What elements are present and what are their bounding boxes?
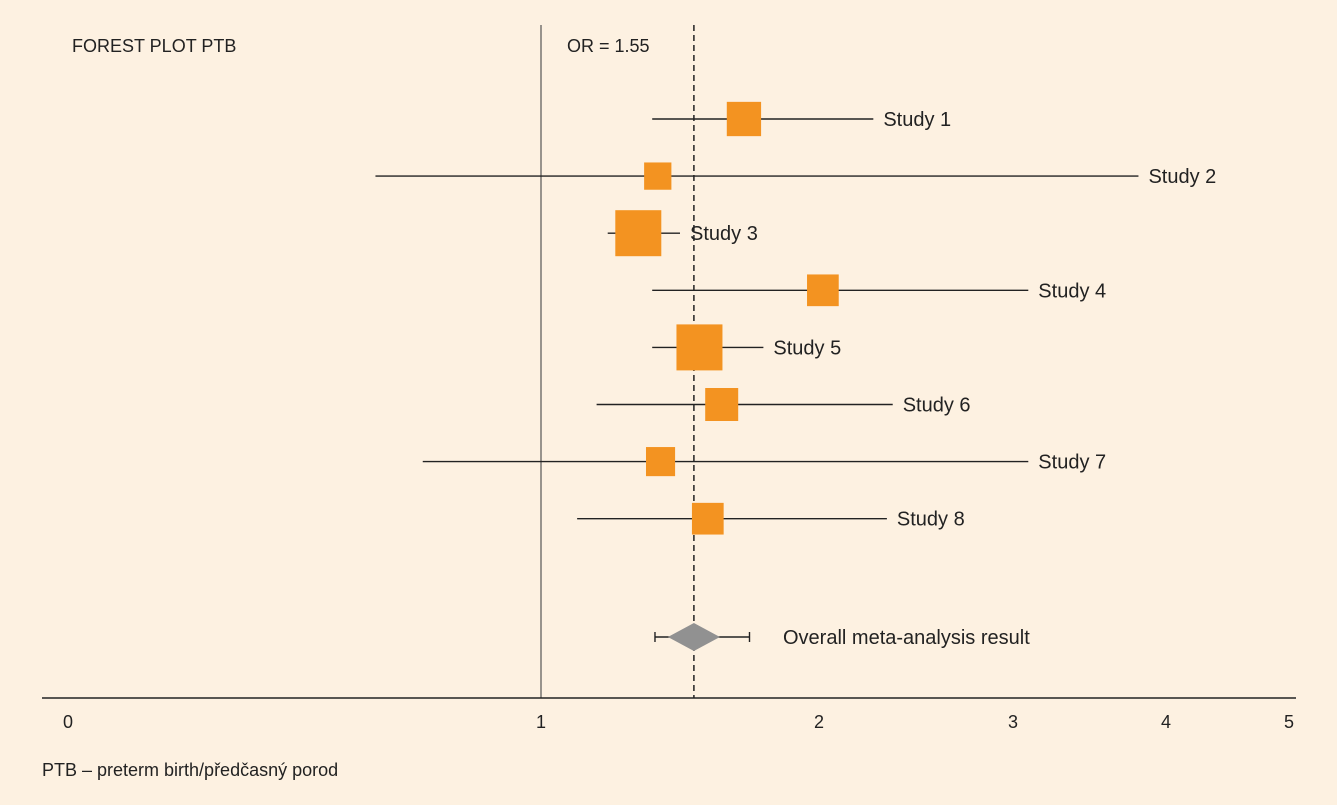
study-row: Study 5: [652, 324, 841, 371]
x-tick-label: 1: [536, 712, 546, 732]
footnote: PTB – preterm birth/předčasný porod: [42, 760, 338, 780]
x-axis-ticks: 0 1 2 3 4 5: [63, 712, 1294, 732]
x-tick-label: 3: [1008, 712, 1018, 732]
overall-result: Overall meta-analysis result: [654, 623, 1030, 651]
study-effect-square: [676, 324, 723, 371]
study-rows: Study 1 Study 2 Study 3 Study 4 Study 5 Study…: [375, 101, 1216, 535]
x-tick-label: 4: [1161, 712, 1171, 732]
study-effect-square: [691, 502, 724, 535]
study-row: Study 7: [422, 447, 1106, 477]
x-tick-label: 5: [1284, 712, 1294, 732]
study-label: Study 4: [1038, 280, 1106, 302]
study-row: Study 6: [596, 388, 971, 421]
x-tick-label: 2: [814, 712, 824, 732]
study-row: Study 3: [607, 210, 758, 257]
study-effect-square: [726, 101, 762, 137]
study-effect-square: [645, 447, 676, 477]
study-row: Study 8: [577, 502, 965, 535]
study-label: Study 3: [690, 223, 758, 245]
study-row: Study 2: [375, 162, 1216, 190]
study-effect-square: [644, 162, 672, 190]
study-effect-square: [615, 210, 662, 257]
reference-lines: [540, 25, 695, 698]
study-label: Study 2: [1148, 166, 1216, 188]
study-label: Study 6: [903, 395, 971, 417]
chart-title: FOREST PLOT PTB: [72, 36, 236, 56]
study-label: Study 5: [773, 337, 841, 359]
study-effect-square: [807, 274, 839, 307]
study-label: Study 7: [1038, 452, 1106, 474]
study-effect-square: [705, 388, 739, 421]
study-row: Study 1: [652, 101, 951, 137]
study-label: Study 8: [897, 509, 965, 531]
overall-result-label: Overall meta-analysis result: [783, 627, 1030, 649]
study-label: Study 1: [883, 109, 951, 131]
overall-effect-diamond: [667, 623, 720, 651]
x-tick-label: 0: [63, 712, 73, 732]
summary-or-label: OR = 1.55: [567, 36, 650, 56]
study-row: Study 4: [652, 274, 1106, 307]
